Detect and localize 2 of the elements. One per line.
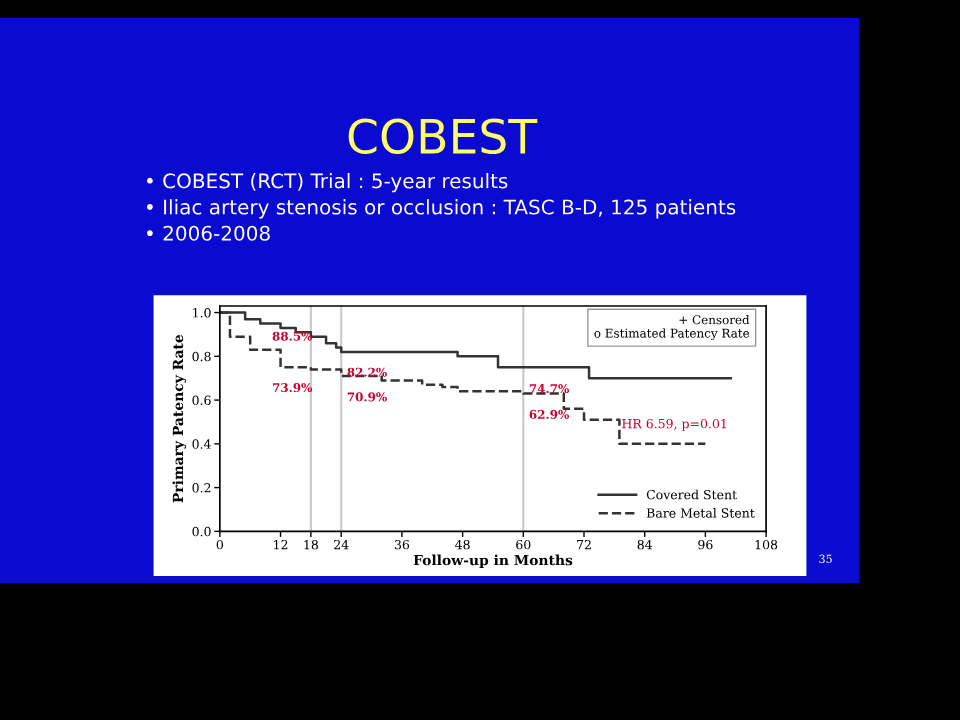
chart-title: COBEST <box>348 118 538 155</box>
chart-subtitle: • COBEST (RCT) Trial : 5-year results • Iliac artery stenosis or occlusion : TASC B-D, 125 patients • 2006-2008 <box>147 172 736 241</box>
